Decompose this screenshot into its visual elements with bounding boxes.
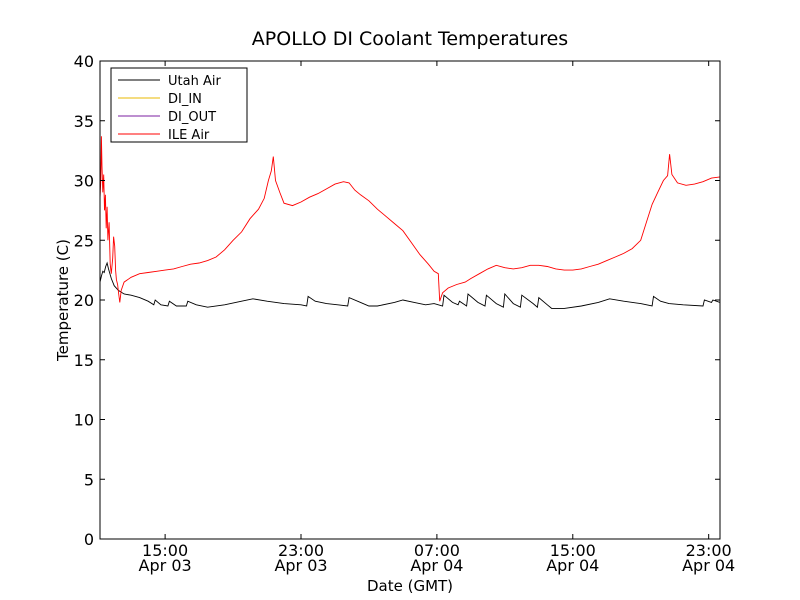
x-tick-label-time: 15:00 [142,541,188,560]
y-tick-label: 35 [74,112,94,131]
legend-label-1: DI_IN [168,92,202,107]
y-tick-label: 5 [84,470,94,489]
y-tick-label: 25 [74,231,94,250]
x-tick-label-date: Apr 03 [139,556,192,575]
y-axis-label: Temperature (C) [54,239,72,362]
series-line-0 [99,261,721,309]
y-tick-label: 15 [74,351,94,370]
x-axis-label: Date (GMT) [367,577,453,595]
x-tick-label-date: Apr 04 [410,556,463,575]
y-tick-label: 0 [84,530,94,549]
x-tick-label-time: 23:00 [686,541,732,560]
legend-label-3: ILE Air [168,128,210,143]
y-tick-label: 40 [74,52,94,71]
x-tick-label-date: Apr 04 [682,556,735,575]
legend-label-2: DI_OUT [168,110,216,125]
series-layer [99,136,721,309]
x-tick-label-date: Apr 04 [546,556,599,575]
legend-label-0: Utah Air [168,74,221,89]
x-tick-label-time: 07:00 [414,541,460,560]
y-axis: 0 5 10 15 20 25 30 35 40 [74,52,720,549]
legend: Utah Air DI_IN DI_OUT ILE Air [110,67,248,143]
chart-title: APOLLO DI Coolant Temperatures [252,28,568,50]
y-tick-label: 20 [74,291,94,310]
y-tick-label: 30 [74,172,94,191]
series-line-3 [99,136,721,303]
x-tick-label-time: 23:00 [278,541,324,560]
y-tick-label: 10 [74,411,94,430]
x-tick-label-date: Apr 03 [274,556,327,575]
x-tick-label-time: 15:00 [550,541,596,560]
